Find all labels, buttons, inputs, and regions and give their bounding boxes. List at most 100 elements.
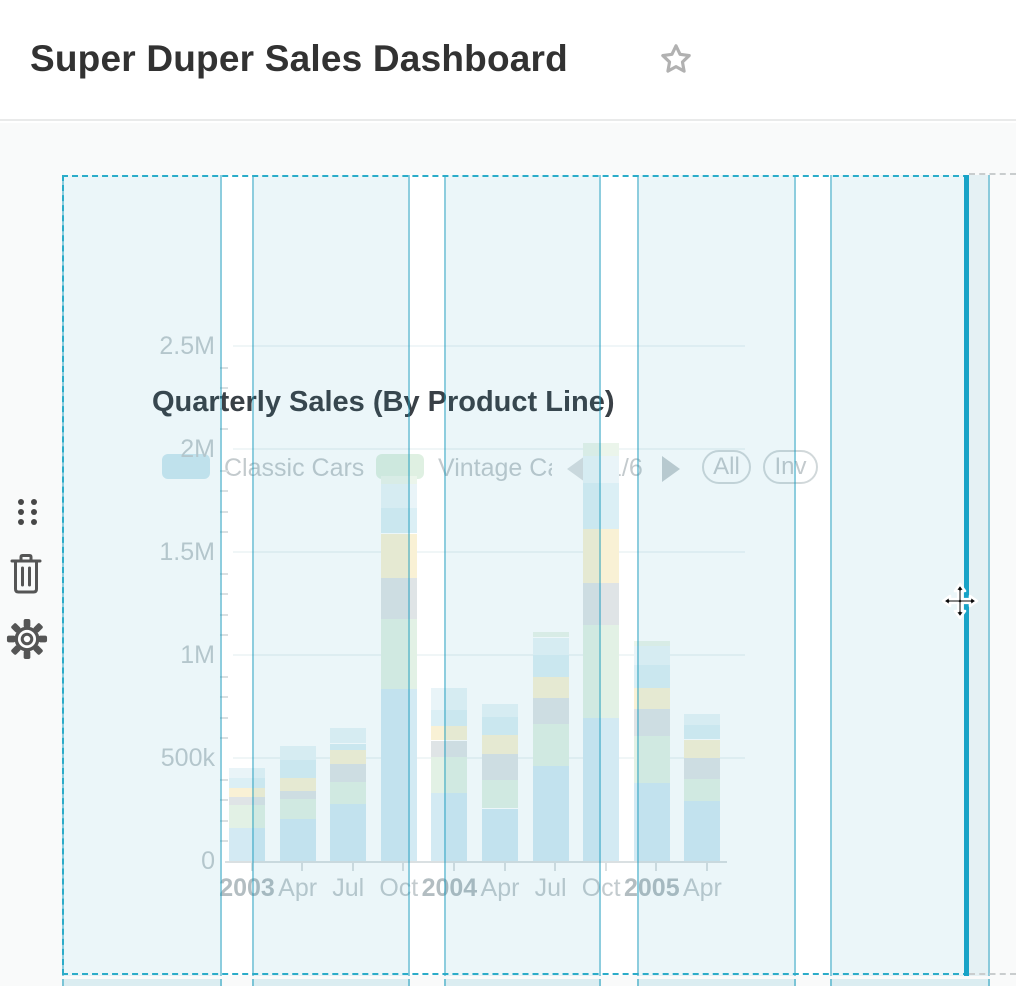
bar-segment[interactable] [482, 779, 518, 809]
bar-segment[interactable] [532, 766, 569, 861]
legend-label-classic-cars[interactable]: Classic Cars [224, 454, 364, 482]
y-minor-tick [220, 366, 228, 369]
bar-segment[interactable] [482, 735, 518, 754]
bar-segment[interactable] [482, 716, 518, 736]
bar-segment[interactable] [431, 688, 468, 710]
bar-segment[interactable] [633, 665, 670, 688]
x-axis-label: 2003 [219, 874, 275, 902]
bar-segment[interactable] [431, 757, 468, 793]
bar-segment[interactable] [532, 632, 569, 638]
y-minor-tick [220, 716, 228, 719]
legend-label-vintage-cars[interactable]: Vintage Ca [438, 454, 552, 482]
bar-segment[interactable] [279, 818, 316, 861]
bar-segment[interactable] [380, 484, 417, 508]
bar-segment[interactable] [330, 728, 367, 744]
legend-next-icon[interactable] [662, 456, 680, 482]
bar-segment[interactable] [380, 533, 417, 578]
bar-segment[interactable] [684, 801, 721, 861]
bar-segment[interactable] [380, 619, 417, 689]
bar-segment[interactable] [279, 799, 316, 819]
bar-segment[interactable] [532, 676, 569, 699]
y-minor-tick [220, 778, 228, 781]
bar-segment[interactable] [279, 760, 316, 778]
bar-segment[interactable] [330, 781, 367, 805]
x-axis-tick [402, 863, 405, 871]
gridline [233, 345, 745, 347]
bar-segment[interactable] [279, 791, 316, 800]
bar-segment[interactable] [684, 758, 721, 779]
bar-segment[interactable] [229, 828, 265, 861]
y-minor-tick [220, 675, 228, 678]
bar-segment[interactable] [431, 726, 468, 741]
legend-all-button[interactable]: All [702, 450, 751, 484]
bar-segment[interactable] [380, 507, 417, 534]
bar-segment[interactable] [684, 778, 721, 802]
bar-segment[interactable] [482, 808, 518, 861]
bar-segment[interactable] [633, 736, 670, 783]
bar-segment[interactable] [229, 805, 265, 829]
bar-segment[interactable] [583, 625, 620, 718]
bar-segment[interactable] [431, 793, 468, 861]
bar-segment[interactable] [380, 689, 417, 861]
y-minor-tick [220, 696, 228, 699]
y-minor-tick [220, 510, 228, 513]
bar-segment[interactable] [633, 688, 670, 709]
favorite-star-icon[interactable] [658, 41, 694, 77]
bar-segment[interactable] [684, 739, 721, 758]
bar-segment[interactable] [532, 698, 569, 725]
bar-segment[interactable] [279, 745, 316, 760]
bar-segment[interactable] [583, 456, 620, 483]
bar-segment[interactable] [229, 768, 265, 778]
card-resize-edge[interactable] [964, 175, 969, 976]
y-axis-label: 2.5M [159, 332, 215, 360]
bar-segment[interactable] [380, 475, 417, 484]
legend-prev-icon[interactable] [567, 456, 585, 482]
gear-icon[interactable] [6, 617, 48, 661]
bar-segment[interactable] [633, 708, 670, 737]
bar-segment[interactable] [330, 764, 367, 782]
trash-icon[interactable] [9, 553, 43, 595]
bar-segment[interactable] [229, 787, 265, 798]
bar-segment[interactable] [229, 777, 265, 788]
dashboard-card[interactable]: Quarterly Sales (By Product Line) Classi… [62, 175, 969, 975]
bar-segment[interactable] [583, 582, 620, 626]
bar-segment[interactable] [684, 713, 721, 725]
bar-segment[interactable] [583, 529, 620, 583]
bar-segment[interactable] [633, 645, 670, 666]
bar-segment[interactable] [330, 804, 367, 861]
bar-segment[interactable] [482, 753, 518, 780]
y-minor-tick [220, 634, 228, 637]
bar-segment[interactable] [380, 577, 417, 619]
drag-handle-icon[interactable] [16, 498, 40, 528]
x-axis-label: Jul [332, 874, 365, 902]
bar-segment[interactable] [532, 637, 569, 655]
x-axis-tick [554, 863, 557, 871]
bar-segment[interactable] [633, 640, 670, 646]
y-axis-label: 1.5M [159, 538, 215, 566]
bar-segment[interactable] [482, 704, 518, 717]
bar-segment[interactable] [633, 782, 670, 861]
bar-segment[interactable] [684, 725, 721, 740]
x-axis-tick [705, 863, 708, 871]
x-axis-tick [250, 863, 253, 871]
bar-segment[interactable] [583, 442, 620, 457]
legend-swatch-vintage-cars[interactable] [376, 454, 424, 479]
dashboard-title: Super Duper Sales Dashboard [30, 38, 568, 79]
bar-segment[interactable] [330, 749, 367, 765]
y-minor-tick [220, 593, 228, 596]
bar-segment[interactable] [431, 709, 468, 727]
bar-segment[interactable] [431, 740, 468, 757]
y-minor-tick [220, 840, 228, 843]
bar-segment[interactable] [279, 777, 316, 791]
bar-segment[interactable] [229, 797, 265, 806]
legend-swatch-classic-cars[interactable] [162, 454, 210, 479]
y-minor-tick [220, 799, 228, 802]
bar-segment[interactable] [532, 724, 569, 767]
y-minor-tick [220, 819, 228, 822]
bar-segment[interactable] [583, 483, 620, 530]
y-axis-label: 500k [160, 744, 215, 772]
bar-segment[interactable] [532, 655, 569, 677]
bar-segment[interactable] [583, 717, 620, 861]
bar-segment[interactable] [330, 743, 367, 750]
legend-inv-button[interactable]: Inv [763, 450, 818, 484]
